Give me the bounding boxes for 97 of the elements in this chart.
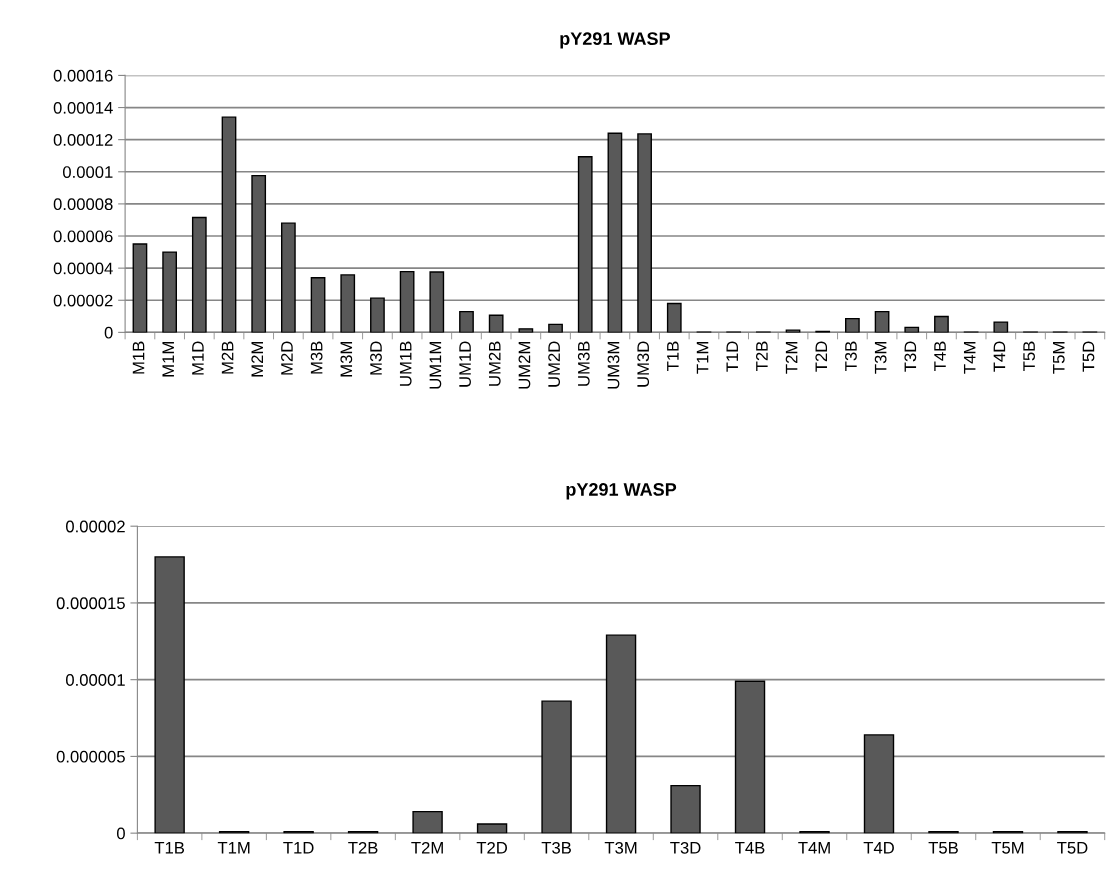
x-tick-label: T5B xyxy=(928,842,958,854)
bar xyxy=(605,634,637,834)
bar xyxy=(670,784,701,834)
x-tick-label: T3M xyxy=(604,841,637,854)
x-tick-label: UM2B xyxy=(488,341,501,386)
x-tick-label: M2D xyxy=(281,341,293,375)
y-tick-label: 0.0001 xyxy=(62,166,113,178)
bar xyxy=(904,326,920,333)
x-tick-label: M2M xyxy=(251,342,263,377)
bar xyxy=(666,302,682,333)
x-tick-label: T1D xyxy=(726,341,738,372)
bar xyxy=(340,274,356,333)
bar xyxy=(874,310,890,333)
bar xyxy=(162,251,178,333)
x-tick-label: T4B xyxy=(934,341,946,371)
bar xyxy=(577,155,593,333)
bar xyxy=(548,323,563,333)
x-tick-label: T3B xyxy=(541,841,571,854)
x-tick-label: T3D xyxy=(904,341,917,372)
x-tick-label: T5D xyxy=(1057,842,1088,854)
y-tick-label: 0 xyxy=(104,326,113,339)
x-tick-label: UM3M xyxy=(607,342,620,389)
x-tick-label: T1M xyxy=(696,342,709,374)
y-tick-label: 0.00002 xyxy=(53,294,113,307)
x-tick-label: T5B xyxy=(1023,341,1035,371)
x-tick-label: T4B xyxy=(735,842,765,854)
x-tick-label: M1D xyxy=(192,341,204,375)
x-tick-label: T2M xyxy=(785,342,798,374)
bar xyxy=(637,133,652,333)
chart-title: pY291 WASP xyxy=(566,483,677,500)
x-tick-label: T2D xyxy=(815,341,828,372)
x-tick-label: T2M xyxy=(411,841,443,854)
x-tick-label: T5M xyxy=(1053,342,1065,374)
x-tick-label: T1B xyxy=(154,842,185,854)
x-tick-label: UM3B xyxy=(577,341,590,386)
x-tick-label: M3B xyxy=(310,341,323,374)
x-tick-label: M3M xyxy=(340,342,353,377)
x-tick-label: T2B xyxy=(756,341,768,371)
bar xyxy=(459,310,474,333)
bar xyxy=(863,734,895,834)
x-tick-label: M1B xyxy=(132,341,145,374)
y-tick-label: 0.00006 xyxy=(53,230,113,243)
x-tick-label: T2B xyxy=(348,841,378,854)
bar xyxy=(845,317,860,333)
x-tick-label: M3D xyxy=(370,341,382,375)
bar xyxy=(993,321,1009,333)
bar xyxy=(399,270,415,333)
y-tick-label: 0.00016 xyxy=(53,69,113,82)
y-tick-label: 0.000005 xyxy=(56,750,125,763)
x-tick-label: T4D xyxy=(993,341,1006,372)
x-tick-label: T4M xyxy=(798,842,830,854)
y-tick-label: 0.00001 xyxy=(66,674,125,686)
bar xyxy=(734,680,766,834)
bar xyxy=(488,314,504,333)
y-tick-label: 0.00014 xyxy=(53,101,113,114)
x-tick-label: T1D xyxy=(283,842,314,854)
chart-title: pY291 WASP xyxy=(560,32,670,49)
bar xyxy=(934,315,949,333)
bar xyxy=(280,222,296,333)
x-tick-label: T1B xyxy=(667,341,679,371)
bar xyxy=(310,277,326,333)
x-tick-label: T5D xyxy=(1082,341,1095,372)
x-tick-label: T5M xyxy=(991,842,1024,854)
x-tick-label: UM1D xyxy=(459,341,471,387)
bar xyxy=(154,556,185,834)
x-tick-label: UM1B xyxy=(399,341,412,386)
bar xyxy=(370,297,385,333)
bar xyxy=(221,116,237,333)
x-tick-label: T4M xyxy=(963,342,976,374)
x-tick-label: M1M xyxy=(162,342,174,377)
x-tick-label: T2D xyxy=(476,841,508,854)
y-tick-label: 0.000015 xyxy=(56,597,125,610)
y-tick-label: 0.00012 xyxy=(53,134,113,146)
bar xyxy=(191,216,207,333)
x-tick-label: T3B xyxy=(845,341,857,371)
bar xyxy=(785,329,801,333)
bar xyxy=(541,700,572,834)
y-tick-label: 0.00008 xyxy=(53,198,113,211)
y-tick-label: 0 xyxy=(116,827,125,840)
bar xyxy=(476,823,508,834)
x-tick-label: T3M xyxy=(874,342,887,374)
bar xyxy=(251,174,267,333)
x-tick-label: UM2M xyxy=(518,342,531,389)
y-tick-label: 0.00004 xyxy=(53,262,113,275)
bar xyxy=(518,328,534,333)
x-tick-label: UM2D xyxy=(548,341,561,387)
x-tick-label: UM1M xyxy=(429,342,442,389)
bar xyxy=(412,810,443,834)
y-tick-label: 0.00002 xyxy=(66,520,125,533)
x-tick-label: T4D xyxy=(863,842,894,854)
bar xyxy=(607,132,623,333)
bar xyxy=(429,271,445,333)
bar xyxy=(132,243,148,333)
x-tick-label: UM3D xyxy=(637,341,650,387)
x-tick-label: T1M xyxy=(217,842,250,854)
x-tick-label: M2B xyxy=(221,341,234,374)
x-tick-label: T3D xyxy=(670,841,701,854)
